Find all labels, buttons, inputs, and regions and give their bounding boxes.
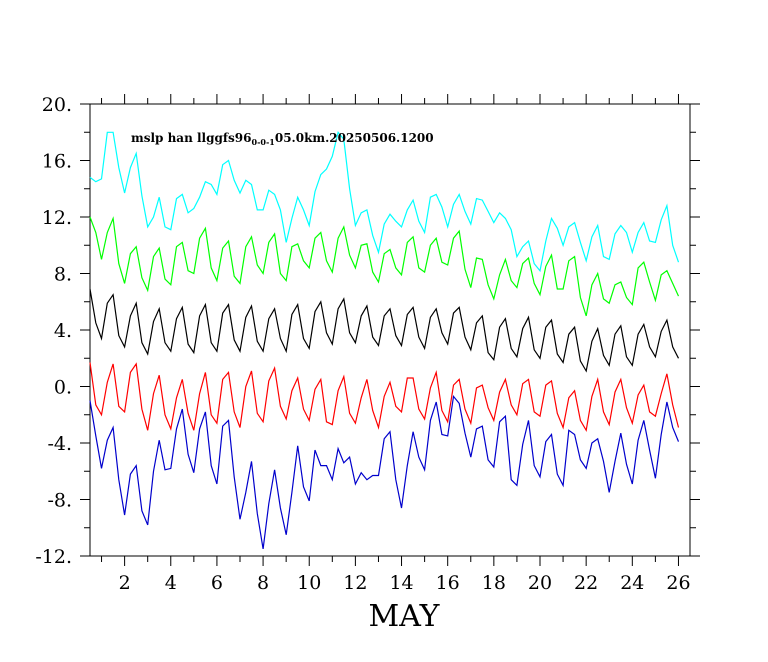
y-axis: -12. -8. -4. 0. 4. 8. 12. 16. 20. — [35, 94, 700, 568]
x-axis-title: MAY — [369, 599, 441, 634]
y-tick-label: 4. — [54, 320, 72, 342]
y-tick-label: -8. — [47, 490, 72, 512]
series-line-5 — [89, 394, 680, 549]
y-tick-label: -12. — [35, 546, 72, 568]
y-tick-label: 20. — [42, 94, 72, 116]
y-tick-label: 12. — [42, 207, 72, 229]
series-line-2 — [89, 216, 680, 317]
y-tick-label: 8. — [54, 264, 72, 286]
chart-annotation: mslp han llggfs960-0-105.0km.20250506.12… — [131, 131, 434, 147]
plot-frame — [89, 103, 691, 557]
series-line-3 — [89, 288, 680, 373]
x-tick-label: 12 — [343, 572, 367, 594]
x-tick-label: 20 — [528, 572, 552, 594]
x-tick-label: 18 — [482, 572, 506, 594]
series-line-1 — [89, 130, 680, 273]
x-tick-label: 14 — [389, 572, 413, 594]
series-line-4 — [89, 362, 680, 433]
y-tick-label: 0. — [54, 377, 72, 399]
y-tick-label: 16. — [42, 151, 72, 173]
x-tick-label: 8 — [257, 572, 269, 594]
x-tick-label: 26 — [666, 572, 690, 594]
x-tick-label: 4 — [165, 572, 177, 594]
series-layer — [89, 130, 680, 549]
x-tick-label: 24 — [620, 572, 644, 594]
x-axis: 2 4 6 8 10 12 14 16 18 20 22 24 26 — [101, 94, 691, 594]
x-tick-label: 2 — [119, 572, 131, 594]
y-tick-label: -4. — [47, 433, 72, 455]
x-tick-label: 22 — [574, 572, 598, 594]
x-tick-label: 10 — [297, 572, 321, 594]
x-tick-label: 16 — [436, 572, 460, 594]
x-tick-label: 6 — [211, 572, 223, 594]
